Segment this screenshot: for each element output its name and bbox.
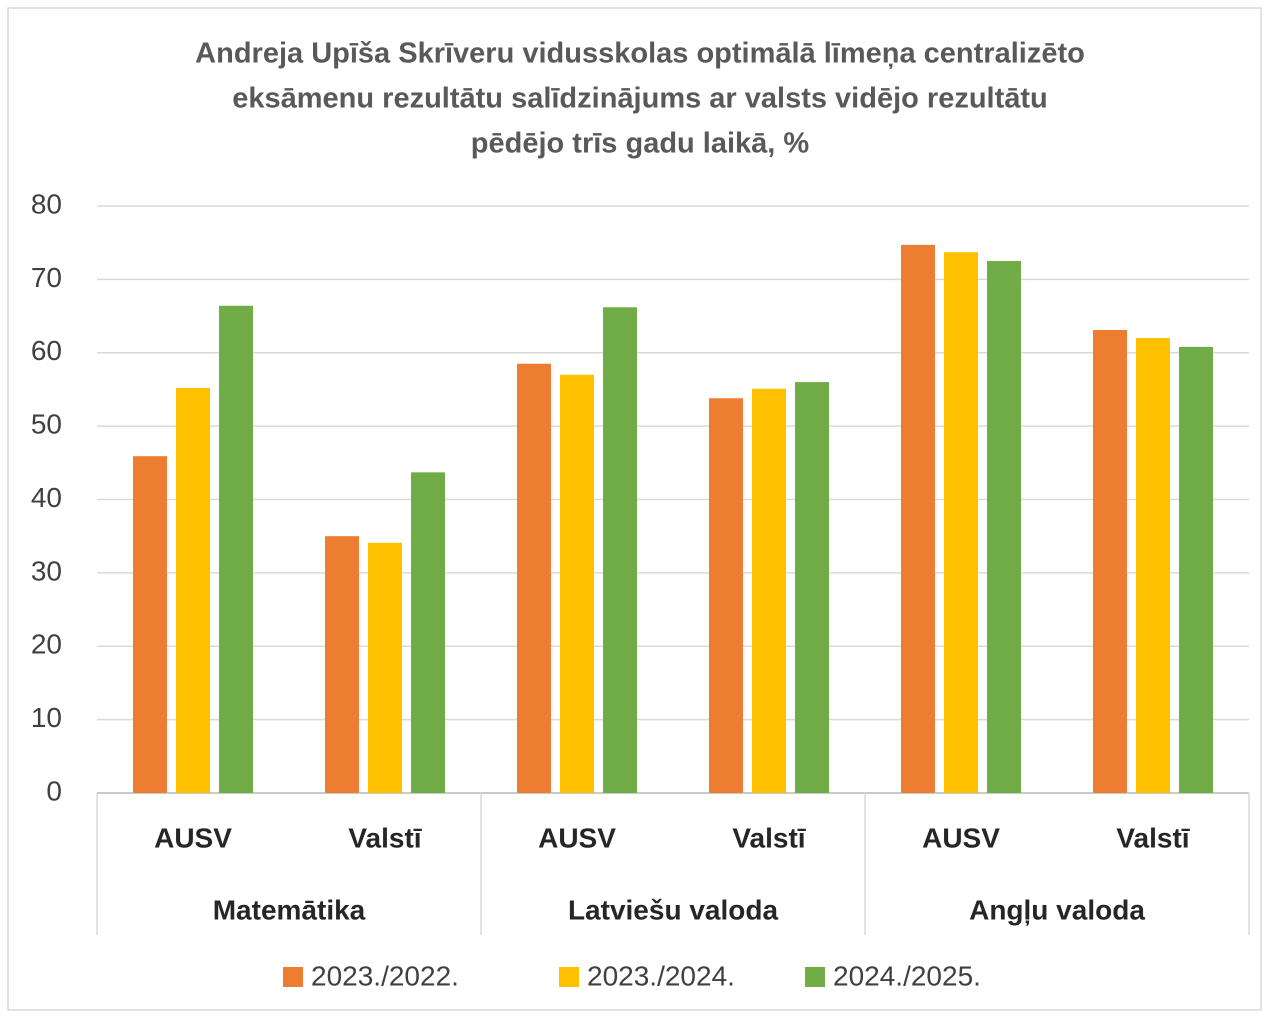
group-label: Matemātika (213, 894, 366, 925)
y-tick-label: 50 (31, 409, 62, 440)
y-tick-label: 0 (46, 775, 62, 806)
bar (176, 387, 210, 793)
bar (1093, 330, 1127, 793)
chart-title: pēdējo trīs gadu laikā, % (471, 128, 810, 160)
legend-swatch (559, 967, 579, 987)
x-tick-label: AUSV (154, 822, 232, 853)
bar (1179, 346, 1213, 793)
bar (1136, 338, 1170, 793)
chart-title: eksāmenu rezultātu salīdzinājums ar vals… (232, 83, 1048, 115)
y-tick-label: 60 (31, 335, 62, 366)
y-tick-label: 20 (31, 629, 62, 660)
x-tick-label: Valstī (1116, 822, 1190, 853)
y-tick-label: 70 (31, 262, 62, 293)
bar (517, 363, 551, 793)
x-tick-label: AUSV (538, 822, 616, 853)
legend-label: 2023./2022. (311, 960, 459, 991)
y-tick-label: 30 (31, 555, 62, 586)
bar (944, 252, 978, 793)
bar (411, 472, 445, 793)
bar (901, 244, 935, 794)
bar (987, 261, 1021, 793)
y-tick-label: 10 (31, 702, 62, 733)
bar (752, 388, 786, 793)
x-tick-label: Valstī (348, 822, 422, 853)
bar (795, 382, 829, 793)
bar (133, 456, 167, 793)
y-tick-label: 40 (31, 482, 62, 513)
y-tick-label: 80 (31, 188, 62, 219)
bar (603, 307, 637, 793)
bar (325, 536, 359, 793)
chart-title: Andreja Upīša Skrīveru vidusskolas optim… (195, 38, 1085, 70)
group-label: Angļu valoda (969, 894, 1145, 925)
legend-swatch (805, 967, 825, 987)
bar (560, 374, 594, 793)
legend-swatch (283, 967, 303, 987)
legend-label: 2024./2025. (833, 960, 981, 991)
x-tick-label: AUSV (922, 822, 1000, 853)
bar (219, 305, 253, 793)
bar (368, 542, 402, 793)
group-label: Latviešu valoda (568, 894, 779, 925)
legend-label: 2023./2024. (587, 960, 735, 991)
bar (709, 398, 743, 793)
x-tick-label: Valstī (732, 822, 806, 853)
